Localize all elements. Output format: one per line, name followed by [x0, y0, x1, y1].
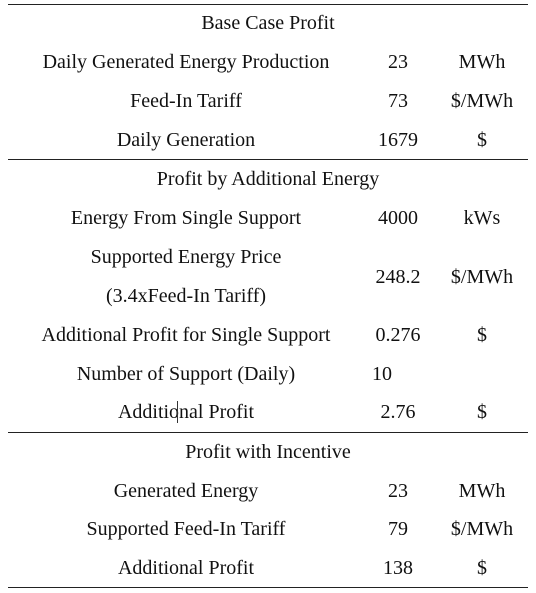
- row-unit: MWh: [458, 480, 506, 502]
- row-value: 4000: [378, 207, 418, 229]
- row-unit: $/MWh: [450, 90, 514, 112]
- table-row: Additional Profit 2.76 $: [0, 393, 536, 431]
- row-unit: kWs: [463, 207, 501, 229]
- section-title: Base Case Profit: [201, 12, 335, 34]
- row-label-line1: Supported Energy Price: [90, 246, 282, 268]
- top-rule: [8, 4, 528, 5]
- table-row: Daily Generation 1679 $: [0, 121, 536, 159]
- section-header-additional-energy: Profit by Additional Energy: [0, 160, 536, 198]
- table-row: Generated Energy 23 MWh: [0, 472, 536, 510]
- row-label: Feed-In Tariff: [130, 90, 242, 112]
- row-label: Supported Feed-In Tariff: [86, 518, 286, 540]
- row-label: Daily Generation: [116, 129, 256, 151]
- row-unit: $: [477, 324, 487, 346]
- row-unit: $: [477, 129, 487, 151]
- row-label: Additional Profit for Single Support: [41, 324, 331, 346]
- section-header-base-case: Base Case Profit: [0, 4, 536, 42]
- row-unit: $/MWh: [450, 266, 514, 288]
- row-label: Generated Energy: [113, 480, 259, 502]
- row-label-line2: (3.4xFeed-In Tariff): [105, 285, 267, 307]
- row-label: Additional Profit: [117, 401, 255, 423]
- row-value: 248.2: [375, 266, 421, 288]
- row-value: 79: [388, 518, 408, 540]
- section-title: Profit with Incentive: [185, 441, 351, 463]
- text-cursor: [177, 401, 178, 423]
- table-row: Supported Energy Price (3.4xFeed-In Tari…: [0, 238, 536, 316]
- section-divider: [8, 432, 528, 433]
- row-unit: $: [477, 401, 487, 423]
- table-row: Feed-In Tariff 73 $/MWh: [0, 82, 536, 120]
- row-label: Additional Profit: [117, 557, 255, 579]
- row-label: Daily Generated Energy Production: [42, 51, 330, 73]
- row-label: Number of Support (Daily): [76, 363, 296, 385]
- row-value: 0.276: [375, 324, 421, 346]
- row-value: 2.76: [380, 401, 416, 423]
- table-row: Number of Support (Daily) 10: [0, 355, 536, 393]
- table-row: Energy From Single Support 4000 kWs: [0, 199, 536, 237]
- table-row: Daily Generated Energy Production 23 MWh: [0, 43, 536, 81]
- row-unit: $: [477, 557, 487, 579]
- row-label: Supported Energy Price (3.4xFeed-In Tari…: [8, 238, 364, 316]
- table-row: Additional Profit for Single Support 0.2…: [0, 316, 536, 354]
- row-value: 138: [383, 557, 413, 579]
- row-unit: MWh: [458, 51, 506, 73]
- section-header-incentive: Profit with Incentive: [0, 433, 536, 471]
- row-value: 23: [388, 51, 408, 73]
- section-divider: [8, 159, 528, 160]
- row-value: 10: [372, 363, 392, 385]
- bottom-rule: [8, 587, 528, 588]
- row-value: 73: [388, 90, 408, 112]
- table-row: Additional Profit 138 $: [0, 549, 536, 587]
- row-value: 23: [388, 480, 408, 502]
- table-row: Supported Feed-In Tariff 79 $/MWh: [0, 510, 536, 548]
- section-title: Profit by Additional Energy: [156, 168, 380, 190]
- row-value: 1679: [378, 129, 418, 151]
- row-unit: $/MWh: [450, 518, 514, 540]
- row-label: Energy From Single Support: [70, 207, 302, 229]
